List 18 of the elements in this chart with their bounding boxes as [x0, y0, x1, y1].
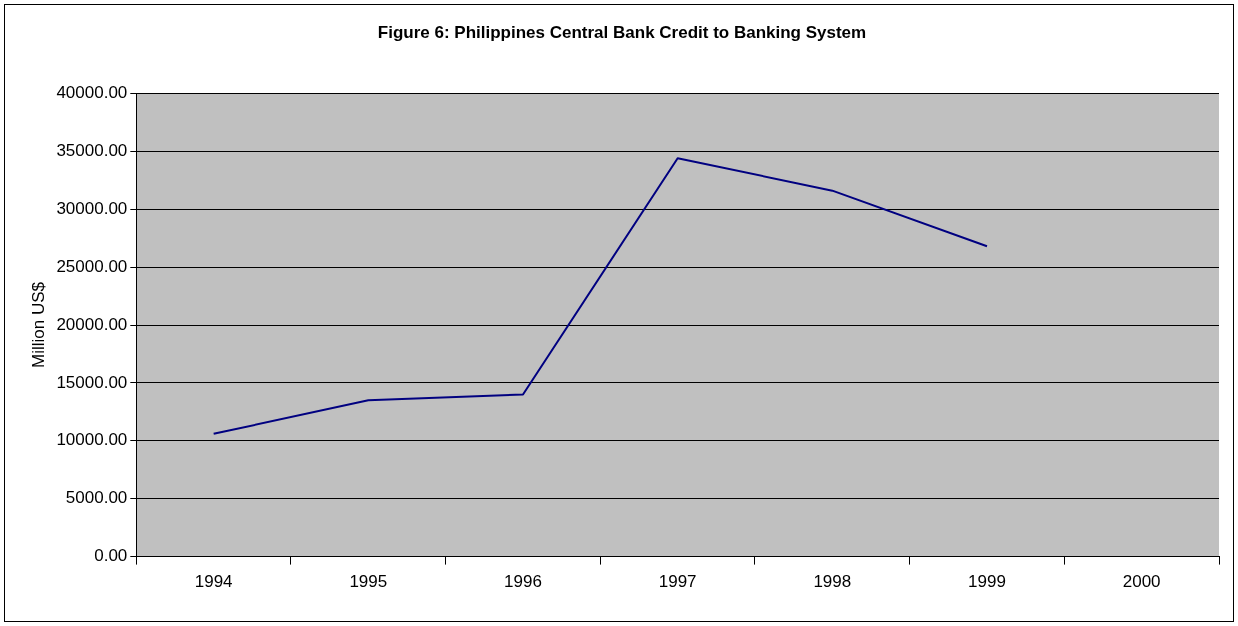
- y-tick-label: 30000.00: [56, 198, 128, 218]
- y-tick-label: 20000.00: [56, 314, 128, 334]
- x-tick-label: 1996: [504, 572, 542, 592]
- y-tick-label: 15000.00: [56, 372, 128, 392]
- x-tick-label: 1994: [194, 572, 233, 592]
- y-tick-label: 25000.00: [56, 256, 128, 276]
- x-tick-label: 2000: [1122, 572, 1161, 592]
- x-tick-label: 1995: [349, 572, 388, 592]
- y-tick-label: 5000.00: [65, 488, 128, 508]
- x-tick-label: 1997: [658, 572, 697, 592]
- y-axis-title: Million US$: [28, 281, 48, 368]
- x-tick-label: 1999: [968, 572, 1006, 592]
- chart-title: Figure 6: Philippines Central Bank Credit to Banking System: [377, 22, 867, 42]
- x-tick-label: 1998: [813, 572, 852, 592]
- y-tick-label: 35000.00: [56, 140, 128, 160]
- y-tick-label: 10000.00: [56, 430, 128, 450]
- y-tick-label: 40000.00: [56, 83, 128, 103]
- y-tick-label: 0.00: [94, 546, 128, 566]
